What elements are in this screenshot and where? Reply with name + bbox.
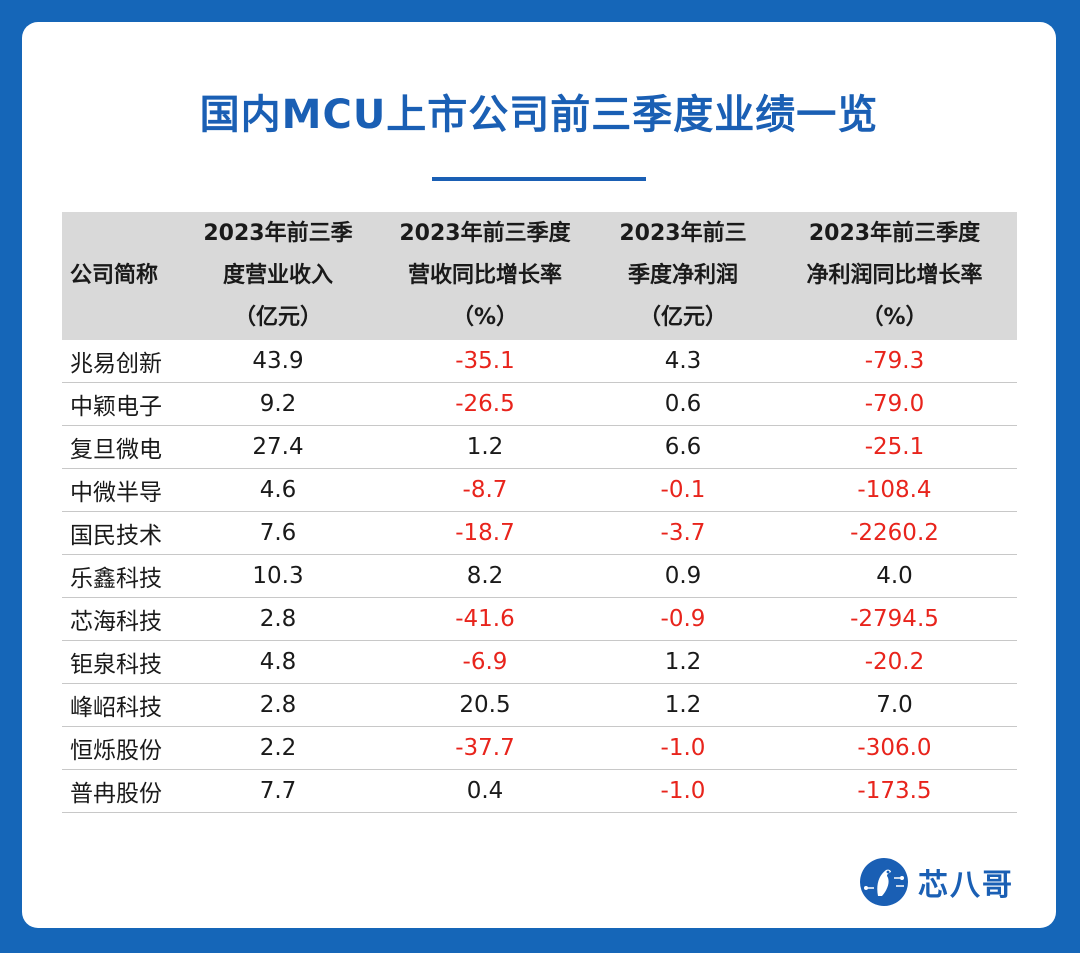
value-cell: -26.5	[376, 382, 594, 426]
value-cell: 20.5	[376, 683, 594, 727]
column-header-line: （%）	[861, 305, 928, 330]
value-cell: -1.0	[594, 769, 772, 813]
value-cell: 10.3	[180, 554, 376, 598]
column-header-line: （%）	[451, 305, 519, 330]
value-cell: -108.4	[772, 468, 1017, 512]
company-name-cell: 峰岹科技	[62, 683, 180, 727]
value-cell: -306.0	[772, 726, 1017, 770]
value-cell: 4.0	[772, 554, 1017, 598]
column-header-line: 营收同比增长率	[407, 263, 562, 288]
company-name-cell: 兆易创新	[62, 340, 180, 383]
value-cell: -41.6	[376, 597, 594, 641]
column-header: 2023年前三季度 净利润同比增长率 （%）	[772, 212, 1017, 340]
value-cell: 7.7	[180, 769, 376, 813]
column-header: 2023年前三季 度营业收入 （亿元）	[180, 212, 376, 340]
table-row: 芯海科技 2.8 -41.6 -0.9 -2794.5	[62, 597, 1017, 641]
value-cell: -2794.5	[772, 597, 1017, 641]
value-cell: -79.0	[772, 382, 1017, 426]
value-cell: 4.8	[180, 640, 376, 684]
value-cell: 43.9	[180, 340, 376, 383]
column-header: 2023年前三 季度净利润 （亿元）	[594, 212, 772, 340]
company-name-cell: 中微半导	[62, 468, 180, 512]
value-cell: 1.2	[594, 640, 772, 684]
table-row: 恒烁股份 2.2 -37.7 -1.0 -306.0	[62, 726, 1017, 770]
value-cell: -2260.2	[772, 511, 1017, 555]
column-header-line: （亿元）	[638, 305, 727, 330]
value-cell: -6.9	[376, 640, 594, 684]
brand-name: 芯八哥	[918, 868, 1014, 903]
value-cell: 2.8	[180, 683, 376, 727]
value-cell: 8.2	[376, 554, 594, 598]
page-title: 国内MCU上市公司前三季度业绩一览	[199, 92, 879, 138]
column-header-line: 度营业收入	[222, 263, 333, 288]
company-name-cell: 乐鑫科技	[62, 554, 180, 598]
value-cell: -1.0	[594, 726, 772, 770]
value-cell: 1.2	[376, 425, 594, 469]
column-header: 公司简称	[62, 212, 180, 340]
company-name-cell: 恒烁股份	[62, 726, 180, 770]
table-header: 公司简称 2023年前三季 度营业收入 （亿元） 2023年前三季度 营收同比增长率 （%）…	[62, 212, 1017, 340]
table-row: 中微半导 4.6 -8.7 -0.1 -108.4	[62, 468, 1017, 512]
table-row: 钜泉科技 4.8 -6.9 1.2 -20.2	[62, 640, 1017, 684]
column-header-line: 2023年前三季	[203, 221, 353, 246]
table-row: 兆易创新 43.9 -35.1 4.3 -79.3	[62, 340, 1017, 383]
value-cell: 6.6	[594, 425, 772, 469]
table-row: 峰岹科技 2.8 20.5 1.2 7.0	[62, 683, 1017, 727]
column-header-line: 季度净利润	[627, 263, 738, 288]
value-cell: 27.4	[180, 425, 376, 469]
value-cell: -35.1	[376, 340, 594, 383]
column-header-line: 净利润同比增长率	[806, 263, 983, 288]
value-cell: 2.8	[180, 597, 376, 641]
value-cell: 2.2	[180, 726, 376, 770]
value-cell: 4.6	[180, 468, 376, 512]
value-cell: -20.2	[772, 640, 1017, 684]
column-header: 2023年前三季度 营收同比增长率 （%）	[376, 212, 594, 340]
company-name-cell: 普冉股份	[62, 769, 180, 813]
company-name-cell: 复旦微电	[62, 425, 180, 469]
table-row: 乐鑫科技 10.3 8.2 0.9 4.0	[62, 554, 1017, 598]
value-cell: 0.4	[376, 769, 594, 813]
value-cell: -79.3	[772, 340, 1017, 383]
table-row: 复旦微电 27.4 1.2 6.6 -25.1	[62, 425, 1017, 469]
table-row: 普冉股份 7.7 0.4 -1.0 -173.5	[62, 769, 1017, 813]
bird-logo-icon	[860, 858, 908, 906]
value-cell: -0.9	[594, 597, 772, 641]
column-header-line: 公司简称	[70, 263, 159, 288]
column-header-line: 2023年前三季度	[399, 221, 571, 246]
table-row: 中颖电子 9.2 -26.5 0.6 -79.0	[62, 382, 1017, 426]
value-cell: -18.7	[376, 511, 594, 555]
company-name-cell: 芯海科技	[62, 597, 180, 641]
table-row: 国民技术 7.6 -18.7 -3.7 -2260.2	[62, 511, 1017, 555]
content-card: 国内MCU上市公司前三季度业绩一览 公司简称 2023年前三季 度营业收入 （亿元） 2…	[22, 22, 1056, 928]
value-cell: -173.5	[772, 769, 1017, 813]
table-body: 兆易创新 43.9 -35.1 4.3 -79.3 中颖电子 9.2 -26.5 0.6 -79.…	[62, 340, 1017, 813]
brand-logo: 芯八哥	[860, 858, 1014, 906]
company-name-cell: 国民技术	[62, 511, 180, 555]
value-cell: 4.3	[594, 340, 772, 383]
value-cell: 9.2	[180, 382, 376, 426]
value-cell: 1.2	[594, 683, 772, 727]
value-cell: 0.6	[594, 382, 772, 426]
company-name-cell: 钜泉科技	[62, 640, 180, 684]
value-cell: 7.6	[180, 511, 376, 555]
column-header-line: （亿元）	[233, 305, 322, 330]
value-cell: 0.9	[594, 554, 772, 598]
value-cell: -0.1	[594, 468, 772, 512]
value-cell: 7.0	[772, 683, 1017, 727]
value-cell: -8.7	[376, 468, 594, 512]
title-underline	[432, 177, 646, 181]
value-cell: -25.1	[772, 425, 1017, 469]
performance-table: 公司简称 2023年前三季 度营业收入 （亿元） 2023年前三季度 营收同比增长率 （%）…	[62, 212, 1017, 813]
column-header-line: 2023年前三季度	[808, 221, 981, 246]
value-cell: -37.7	[376, 726, 594, 770]
value-cell: -3.7	[594, 511, 772, 555]
company-name-cell: 中颖电子	[62, 382, 180, 426]
column-header-line: 2023年前三	[619, 221, 747, 246]
